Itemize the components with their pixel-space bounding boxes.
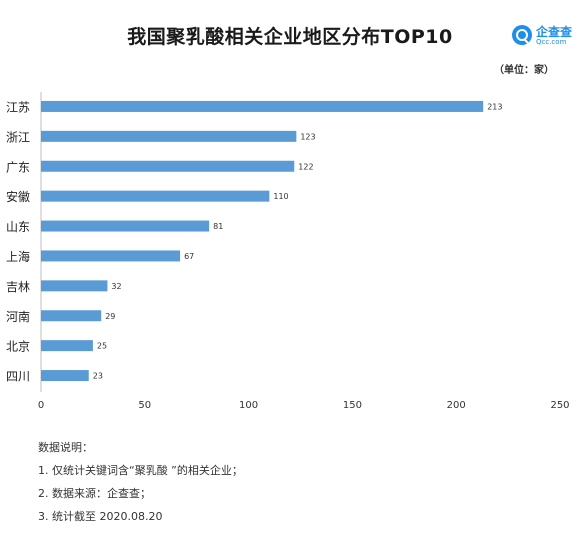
x-tick-label: 150 xyxy=(343,400,362,411)
x-tick-label: 200 xyxy=(447,400,466,411)
value-label: 29 xyxy=(105,312,115,321)
data-notes: 数据说明： 1. 仅统计关键词含“聚乳酸 ”的相关企业； 2. 数据来源：企查查… xyxy=(38,436,243,528)
notes-heading: 数据说明： xyxy=(38,441,93,454)
value-label: 67 xyxy=(184,252,194,261)
bar xyxy=(41,190,270,202)
bar xyxy=(41,130,297,142)
notes-item-1: 1. 仅统计关键词含“聚乳酸 ”的相关企业； xyxy=(38,464,243,477)
search-icon xyxy=(512,25,532,45)
value-label: 32 xyxy=(111,282,121,291)
value-label: 23 xyxy=(93,372,103,381)
qcc-logo: 企查查 Qcc.com xyxy=(512,22,576,50)
value-label: 213 xyxy=(487,102,502,111)
category-label: 山东 xyxy=(6,220,30,234)
bar xyxy=(41,310,102,322)
unit-label: （单位：家） xyxy=(494,65,554,76)
bar xyxy=(41,250,181,262)
x-tick-label: 50 xyxy=(138,400,151,411)
category-label: 广东 xyxy=(6,160,30,174)
category-label: 浙江 xyxy=(6,130,30,144)
x-tick-label: 250 xyxy=(550,400,569,411)
category-label: 河南 xyxy=(6,309,30,324)
bar xyxy=(41,370,89,382)
value-label: 81 xyxy=(213,222,223,231)
bar xyxy=(41,280,108,292)
value-label: 122 xyxy=(298,162,313,171)
category-label: 江苏 xyxy=(6,100,30,114)
category-label: 四川 xyxy=(6,370,30,384)
bar xyxy=(41,100,484,112)
value-label: 123 xyxy=(300,132,315,141)
value-label: 25 xyxy=(97,342,107,351)
chart-title: 我国聚乳酸相关企业地区分布TOP10 xyxy=(127,26,453,48)
category-label: 吉林 xyxy=(6,280,30,294)
logo-url: Qcc.com xyxy=(536,38,567,46)
x-tick-label: 0 xyxy=(38,400,44,411)
bar xyxy=(41,160,295,172)
category-label: 安徽 xyxy=(6,189,30,204)
bar xyxy=(41,220,210,232)
value-label: 110 xyxy=(273,192,288,201)
category-label: 上海 xyxy=(6,249,30,264)
bar-chart: 江苏 213 浙江 123 广东 122 安徽 110 山东 81 上海 67 吉林 32 河南 29 北京 25… xyxy=(6,92,570,411)
bar xyxy=(41,340,93,352)
notes-item-2: 2. 数据来源：企查查； xyxy=(38,487,151,500)
notes-item-3: 3. 统计截至 2020.08.20 xyxy=(38,510,163,523)
x-tick-label: 100 xyxy=(239,400,258,411)
logo-name: 企查查 xyxy=(536,25,573,39)
category-label: 北京 xyxy=(6,340,30,354)
